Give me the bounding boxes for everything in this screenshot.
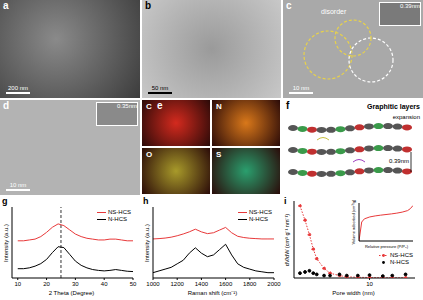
- html-text:2 Theta (Degree): 2 Theta (Degree): [48, 290, 95, 296]
- svg-text:1600: 1600: [219, 281, 233, 287]
- html-text:expansion: expansion: [392, 114, 420, 120]
- html-text:Pore width (nm): Pore width (nm): [332, 290, 375, 296]
- html-text:disorder: disorder: [321, 8, 347, 15]
- html-text:Relative pressure (P/P₀): Relative pressure (P/P₀): [365, 244, 408, 249]
- html-text:Graphitic layers: Graphitic layers: [367, 103, 420, 110]
- svg-text:50: 50: [130, 281, 137, 287]
- svg-text:2000: 2000: [267, 281, 281, 287]
- svg-text:10: 10: [366, 281, 373, 287]
- html-text:10 nm: 10 nm: [292, 85, 310, 91]
- html-text:NS-HCS: NS-HCS: [390, 252, 413, 258]
- html-text:10 nm: 10 nm: [9, 182, 27, 188]
- svg-text:20: 20: [43, 281, 50, 287]
- html-text:NS-HCS: NS-HCS: [108, 209, 131, 215]
- svg-text:1000: 1000: [146, 281, 160, 287]
- html-text:N-HCS: N-HCS: [390, 259, 409, 265]
- html-text:Intensity (a.u.): Intensity (a.u.): [144, 223, 150, 262]
- html-text:O: O: [146, 150, 153, 159]
- html-text:dV/dW (cm³ g⁻¹ nm⁻¹): dV/dW (cm³ g⁻¹ nm⁻¹): [284, 213, 291, 266]
- html-text:Raman shift (cm⁻¹): Raman shift (cm⁻¹): [187, 290, 238, 296]
- html-text:Volume adsorbed (cm³/g): Volume adsorbed (cm³/g): [351, 199, 356, 244]
- html-text:h: h: [143, 196, 149, 206]
- html-text:50 nm: 50 nm: [151, 85, 169, 91]
- svg-text:1400: 1400: [195, 281, 209, 287]
- html-text:i: i: [284, 196, 287, 206]
- svg-text:1200: 1200: [171, 281, 185, 287]
- html-text:d: d: [3, 100, 10, 111]
- html-text:0.39nm: 0.39nm: [389, 158, 409, 164]
- html-text:C: C: [146, 102, 152, 111]
- svg-text:30: 30: [72, 281, 79, 287]
- html-text:S: S: [216, 150, 222, 159]
- html-text:a: a: [3, 0, 9, 11]
- html-text:0.35nm: 0.35nm: [117, 103, 137, 109]
- html-text:b: b: [145, 0, 152, 11]
- html-text:c: c: [286, 0, 292, 11]
- html-text:NS-HCS: NS-HCS: [249, 209, 272, 215]
- html-text:f: f: [286, 100, 290, 111]
- html-text:e: e: [157, 100, 163, 111]
- html-text:Intensity (a.u.): Intensity (a.u.): [3, 223, 9, 262]
- html-text:N-HCS: N-HCS: [249, 216, 268, 222]
- html-text:0.39nm: 0.39nm: [400, 3, 420, 9]
- html-text:N: N: [216, 102, 222, 111]
- svg-text:1800: 1800: [243, 281, 257, 287]
- html-text:g: g: [2, 196, 8, 206]
- svg-text:10: 10: [14, 281, 21, 287]
- svg-text:40: 40: [101, 281, 108, 287]
- html-text:N-HCS: N-HCS: [108, 216, 127, 222]
- html-text:200 nm: 200 nm: [8, 85, 28, 91]
